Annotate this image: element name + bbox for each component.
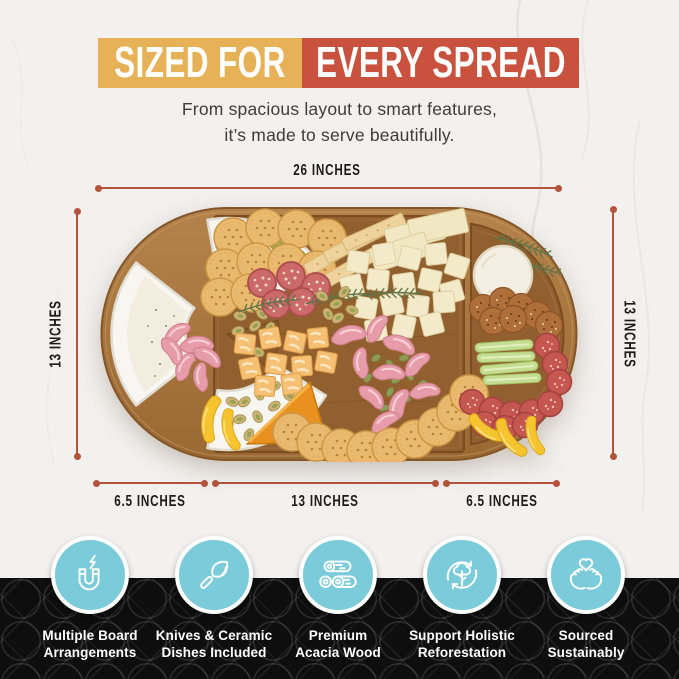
- feature-label: Support Holistic Reforestation: [409, 628, 515, 660]
- dip-dish: [110, 261, 196, 407]
- subtitle: From spacious layout to smart features, …: [0, 96, 679, 148]
- dimension-line-right: [609, 206, 617, 460]
- feature-circle: [547, 536, 625, 614]
- feature-acacia-wood: Premium Acacia Wood: [258, 536, 418, 661]
- dimension-label-bottom-left: 6.5 INCHES: [114, 492, 186, 511]
- feature-sustainable: Sourced Sustainably: [506, 536, 666, 661]
- banner-emphasis-text: EVERY SPREAD: [315, 38, 566, 87]
- feature-circle: [423, 536, 501, 614]
- cheese-knife-icon: [200, 560, 229, 589]
- feature-label: Multiple Board Arrangements: [42, 628, 138, 660]
- feature-reforestation: Support Holistic Reforestation: [382, 536, 542, 661]
- reforestation-icon: [446, 560, 478, 590]
- feature-knives-dishes: Knives & Ceramic Dishes Included: [134, 536, 294, 661]
- headline-banner: SIZED FOR EVERY SPREAD: [98, 38, 579, 88]
- feature-multiple-board: Multiple Board Arrangements: [10, 536, 170, 661]
- hands-heart-icon: [569, 558, 603, 590]
- dimension-label-bottom-right: 6.5 INCHES: [466, 492, 538, 511]
- banner-highlight-text: SIZED FOR: [114, 38, 286, 87]
- dimension-line-bottom-right: [443, 479, 560, 487]
- banner-highlight-box: SIZED FOR: [98, 38, 302, 88]
- wood-logs-icon: [319, 560, 357, 588]
- dimension-label-right: 13 INCHES: [620, 300, 638, 368]
- subtitle-line-2: it’s made to serve beautifully.: [224, 125, 455, 145]
- feature-label: Sourced Sustainably: [547, 628, 625, 660]
- subtitle-line-1: From spacious layout to smart features,: [181, 99, 498, 119]
- dimension-label-bottom-center: 13 INCHES: [291, 492, 359, 511]
- dimension-line-bottom-center: [212, 479, 439, 487]
- dimension-label-left: 13 INCHES: [47, 300, 65, 368]
- magnet-icon: [78, 554, 100, 591]
- feature-label: Knives & Ceramic Dishes Included: [155, 628, 273, 660]
- banner-emphasis-box: EVERY SPREAD: [302, 38, 579, 88]
- feature-circle: [175, 536, 253, 614]
- dimension-line-bottom-left: [93, 479, 208, 487]
- charcuterie-board-photo: [100, 206, 578, 470]
- dimension-label-top: 26 INCHES: [293, 161, 361, 180]
- feature-circle: [299, 536, 377, 614]
- feature-circle: [51, 536, 129, 614]
- dimension-line-top: [95, 184, 562, 192]
- feature-label: Premium Acacia Wood: [295, 628, 381, 660]
- dimension-line-left: [73, 208, 81, 460]
